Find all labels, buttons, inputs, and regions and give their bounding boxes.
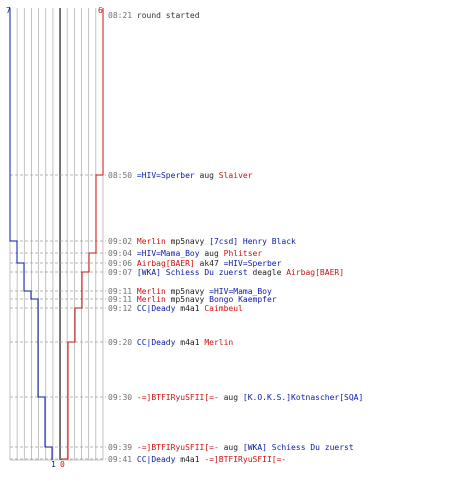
log-player: Merlin [137, 287, 166, 296]
log-entry: 09:06 Airbag[BAER] ak47 =HIV=Sperber [108, 259, 282, 268]
red-team-start-count: 6 [98, 6, 103, 15]
log-weapon: mp5navy [166, 295, 209, 304]
log-entry: 09:30 -=]BTFIRyuSFII[=- aug [K.O.K.S.]Ko… [108, 393, 363, 402]
log-player: Phlitser [224, 249, 263, 258]
log-weapon: aug [195, 171, 219, 180]
timeline-grid [9, 8, 104, 461]
red-team-end-count: 0 [60, 460, 65, 469]
log-player: Merlin [204, 338, 233, 347]
log-player: Merlin [137, 295, 166, 304]
log-player: =HIV=Mama_Boy [209, 287, 272, 296]
kill-log: 08:21 round started 08:50 =HIV=Sperber au… [108, 11, 363, 464]
log-entry: 09:04 =HIV=Mama_Boy aug Phlitser [108, 249, 262, 258]
log-player: [7csd] Henry Black [209, 237, 296, 246]
log-time: 09:30 [108, 393, 137, 402]
log-time: 09:02 [108, 237, 137, 246]
blue-team-start-count: 7 [6, 6, 11, 15]
log-weapon: aug [200, 249, 224, 258]
log-time: 09:11 [108, 295, 137, 304]
log-player: =HIV=Sperber [224, 259, 282, 268]
log-time: 09:06 [108, 259, 137, 268]
log-entry: 09:12 CC|Deady m4a1 Caimbeul [108, 304, 243, 313]
log-weapon: aug [219, 393, 243, 402]
log-player: [WKA] Schiess Du zuerst [137, 268, 248, 277]
log-player: Airbag[BAER] [286, 268, 344, 277]
log-player: =HIV=Sperber [137, 171, 195, 180]
log-player: Slaiver [219, 171, 253, 180]
log-entry: 09:39 -=]BTFIRyuSFII[=- aug [WKA] Schies… [108, 443, 354, 452]
blue-team-alive-line [9, 8, 53, 460]
log-entry: 09:11 Merlin mp5navy Bongo Kaempfer [108, 295, 277, 304]
log-entry: 09:07 [WKA] Schiess Du zuerst deagle Air… [108, 268, 344, 277]
log-weapon: deagle [248, 268, 287, 277]
log-time: 09:11 [108, 287, 137, 296]
log-time: 09:07 [108, 268, 137, 277]
log-player: Merlin [137, 237, 166, 246]
log-weapon: mp5navy [166, 237, 209, 246]
log-entry: 09:20 CC|Deady m4a1 Merlin [108, 338, 233, 347]
log-entry: 09:41 CC|Deady m4a1 -=]BTFIRyuSFII[=- [108, 455, 286, 464]
log-entry: 09:02 Merlin mp5navy [7csd] Henry Black [108, 237, 296, 246]
log-time: 09:04 [108, 249, 137, 258]
log-weapon: m4a1 [175, 455, 204, 464]
log-player: -=]BTFIRyuSFII[=- [204, 455, 286, 464]
log-entry: 09:11 Merlin mp5navy =HIV=Mama_Boy [108, 287, 272, 296]
log-player: =HIV=Mama_Boy [137, 249, 200, 258]
log-player: -=]BTFIRyuSFII[=- [137, 393, 219, 402]
log-time: 09:20 [108, 338, 137, 347]
log-player: CC|Deady [137, 338, 176, 347]
red-team-alive-line [60, 8, 104, 460]
log-entry: 08:21 round started [108, 11, 200, 20]
log-weapon: m4a1 [175, 304, 204, 313]
log-time: 08:50 [108, 171, 137, 180]
log-player: Bongo Kaempfer [209, 295, 277, 304]
log-time: 09:12 [108, 304, 137, 313]
log-weapon: mp5navy [166, 287, 209, 296]
log-time: 09:39 [108, 443, 137, 452]
log-player: [K.O.K.S.]Kotnascher[SQA] [243, 393, 363, 402]
log-entry: 08:50 =HIV=Sperber aug Slaiver [108, 171, 253, 180]
log-time: 09:41 [108, 455, 137, 464]
log-player: CC|Deady [137, 304, 176, 313]
log-player: Caimbeul [204, 304, 243, 313]
log-time: 08:21 [108, 11, 137, 20]
log-player: [WKA] Schiess Du zuerst [243, 443, 354, 452]
log-weapon: m4a1 [175, 338, 204, 347]
log-player: -=]BTFIRyuSFII[=- [137, 443, 219, 452]
log-weapon: aug [219, 443, 243, 452]
log-weapon: ak47 [195, 259, 224, 268]
log-status: round started [137, 11, 200, 20]
log-player: CC|Deady [137, 455, 176, 464]
log-player: Airbag[BAER] [137, 259, 195, 268]
blue-team-end-count: 1 [51, 460, 56, 469]
